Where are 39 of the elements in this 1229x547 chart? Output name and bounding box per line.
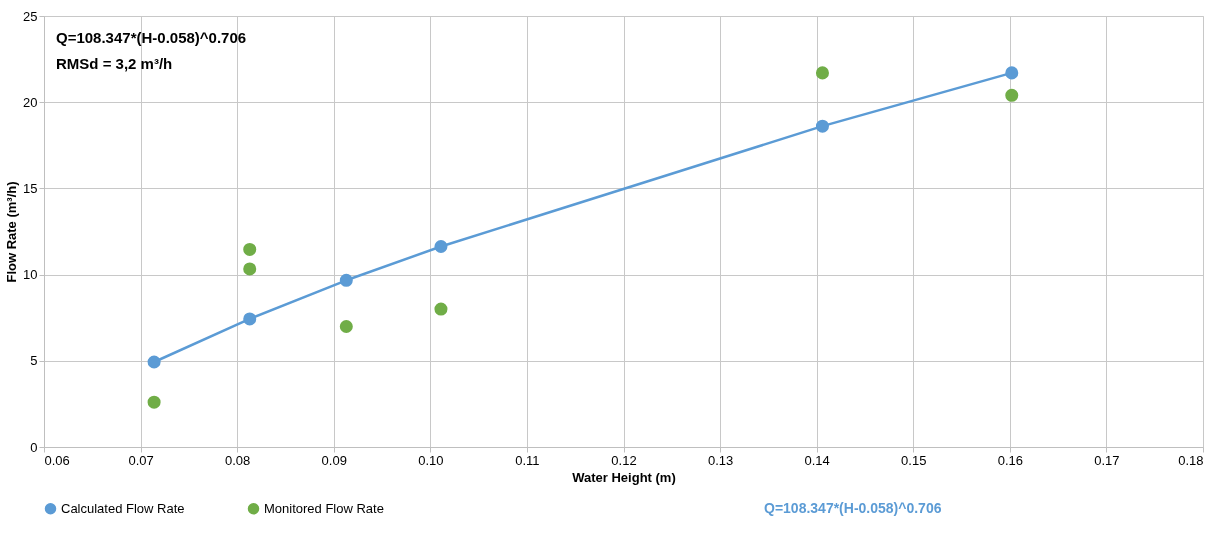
x-tick-label: 0.06 bbox=[44, 452, 70, 468]
point bbox=[147, 395, 161, 409]
x-tick-label: 0.07 bbox=[128, 452, 154, 468]
point bbox=[243, 312, 257, 326]
point bbox=[147, 355, 161, 369]
point bbox=[434, 239, 448, 253]
y-tick-label: 10 bbox=[23, 267, 38, 283]
point bbox=[434, 302, 448, 316]
point bbox=[243, 242, 257, 256]
legend-label: Calculated Flow Rate bbox=[61, 500, 185, 516]
x-tick-label: 0.12 bbox=[611, 452, 637, 468]
text: Q=108.347*(H-0.058)^0.706 bbox=[764, 500, 942, 516]
y-tick-label: 0 bbox=[30, 439, 38, 455]
x-tick-label: 0.14 bbox=[804, 452, 830, 468]
y-tick-label: 25 bbox=[23, 8, 38, 24]
x-tick-label: 0.16 bbox=[997, 452, 1023, 468]
point bbox=[243, 262, 257, 276]
annotation: Q=108.347*(H-0.058)^0.706 bbox=[56, 29, 247, 46]
point bbox=[1005, 66, 1019, 80]
point bbox=[339, 319, 353, 333]
y-tick-label: 5 bbox=[30, 353, 38, 369]
x-tick-label: 0.17 bbox=[1094, 452, 1120, 468]
point bbox=[1005, 88, 1019, 102]
legend-label: Monitored Flow Rate bbox=[264, 500, 384, 516]
annotation: RMSd = 3,2 m³/h bbox=[56, 55, 173, 72]
point bbox=[815, 119, 829, 133]
point bbox=[815, 66, 829, 80]
x-tick-label: 0.09 bbox=[321, 452, 347, 468]
y-tick-label: 15 bbox=[23, 180, 38, 196]
x-tick-label: 0.11 bbox=[515, 452, 540, 468]
point bbox=[339, 273, 353, 287]
x-tick-label: 0.18 bbox=[1178, 452, 1204, 468]
x-tick-label: 0.15 bbox=[901, 452, 927, 468]
x-tick-label: 0.08 bbox=[225, 452, 251, 468]
y-tick-label: 20 bbox=[23, 94, 38, 110]
x-tick-label: 0.13 bbox=[707, 452, 734, 468]
x-tick-label: 0.10 bbox=[418, 452, 444, 468]
y-axis-title: Flow Rate (m³/h) bbox=[4, 181, 20, 283]
x-axis-title: Water Height (m) bbox=[572, 469, 676, 485]
